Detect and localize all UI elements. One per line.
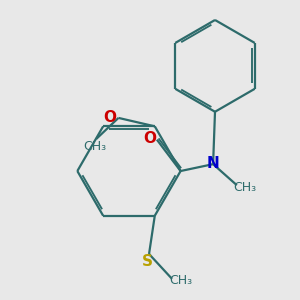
Text: N: N <box>207 156 220 171</box>
Text: CH₃: CH₃ <box>169 274 192 287</box>
Text: O: O <box>143 130 157 146</box>
Text: CH₃: CH₃ <box>83 140 106 153</box>
Text: O: O <box>103 110 116 125</box>
Text: CH₃: CH₃ <box>234 181 257 194</box>
Text: S: S <box>142 254 153 269</box>
